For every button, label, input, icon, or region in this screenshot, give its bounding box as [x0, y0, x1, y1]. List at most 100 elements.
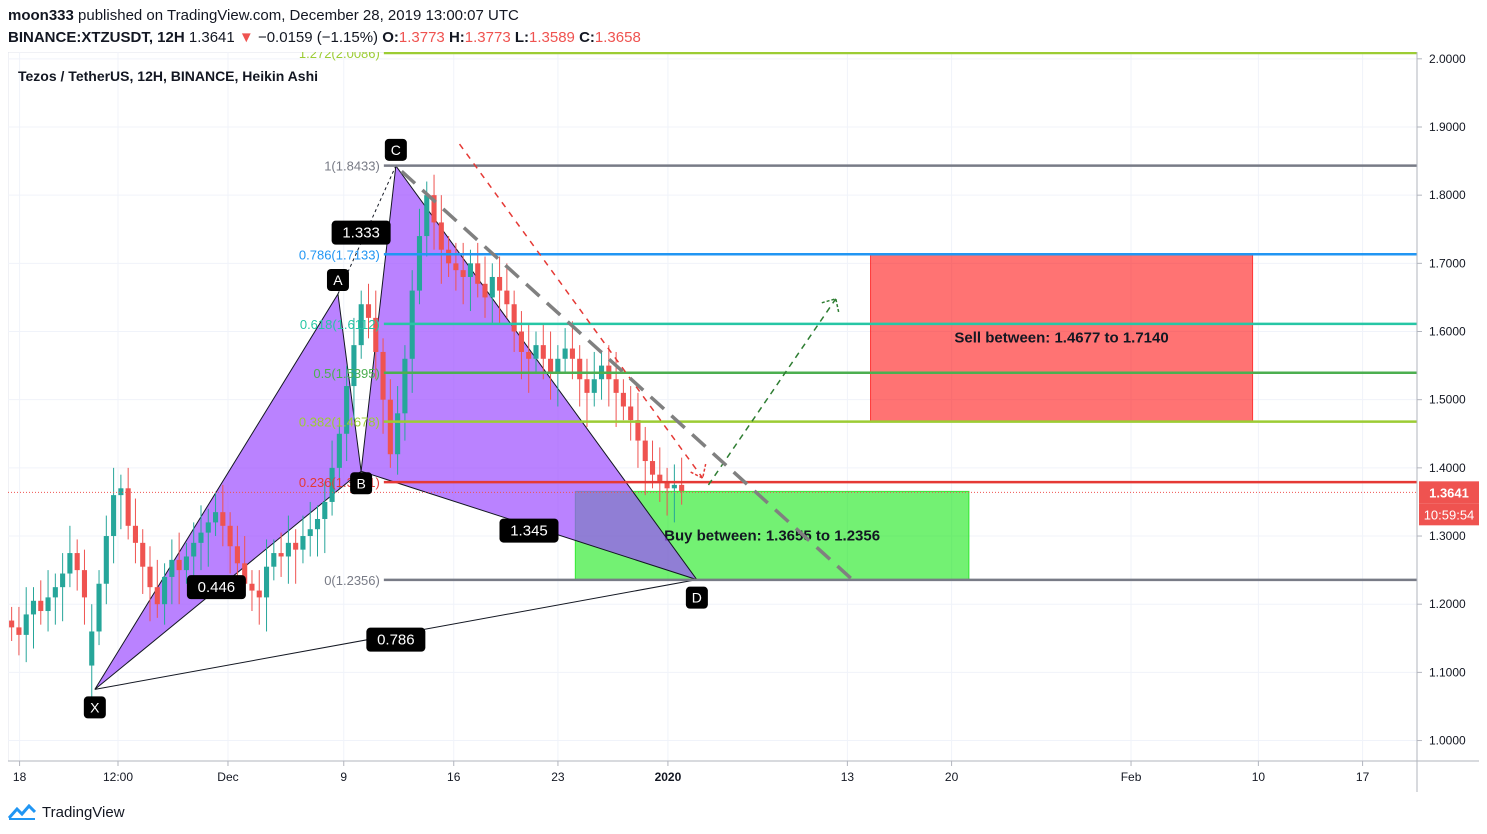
candle-body	[424, 195, 430, 237]
candle-body	[242, 563, 248, 584]
candle-body	[511, 304, 517, 332]
candle-body	[489, 276, 495, 298]
candle-body	[118, 488, 124, 496]
candle-body	[256, 590, 262, 598]
candle-body	[431, 195, 437, 223]
candle-body	[548, 358, 554, 373]
point-label-box	[350, 472, 373, 495]
candle-body	[664, 481, 670, 489]
point-label-a[interactable]: A	[326, 269, 349, 292]
low-label: L:	[514, 29, 530, 46]
point-label-text: A	[333, 272, 343, 288]
candle-body	[569, 348, 575, 359]
y-tick-label: 1.6000	[1429, 325, 1466, 339]
candle-body	[60, 573, 66, 588]
candle-body	[562, 348, 568, 359]
candle-body	[125, 488, 131, 526]
candle-body	[176, 559, 182, 571]
candle-body	[74, 553, 80, 571]
candle-body	[467, 263, 474, 277]
candle-body	[351, 345, 357, 387]
ratio-label-box	[331, 220, 391, 245]
point-label-c[interactable]: C	[384, 138, 407, 161]
candle-body	[322, 501, 328, 519]
y-tick-label: 1.9000	[1429, 120, 1466, 134]
candle-body	[504, 290, 510, 305]
candle-body	[183, 556, 189, 571]
candle-body	[460, 270, 466, 277]
x-tick-label: 9	[340, 770, 347, 784]
x-tick-label: Feb	[1121, 770, 1142, 784]
candle-body	[373, 317, 379, 352]
time-axis[interactable]: 18 12:00 Dec 9 16 23 2020 13 20 Feb 10 17	[13, 761, 1370, 784]
ratio-label-box	[186, 575, 246, 600]
countdown-badge-text: 10:59:54	[1424, 507, 1475, 522]
ratio-label[interactable]: 1.345	[499, 518, 559, 543]
candle-body	[111, 495, 117, 537]
candle-body	[23, 614, 29, 635]
ratio-label[interactable]: 0.446	[186, 575, 246, 600]
red-arrowhead-icon	[690, 463, 707, 480]
projection-lines	[400, 143, 855, 582]
candle-body	[169, 559, 175, 577]
projection-gray-dashed[interactable]	[400, 170, 855, 582]
symbol-label: BINANCE:XTZUSDT, 12H	[8, 29, 185, 46]
high-value: 1.3773	[464, 29, 511, 46]
candle-body	[358, 304, 364, 346]
price-change: −0.0159 (−1.15%)	[257, 29, 379, 46]
tradingview-logo-icon[interactable]	[8, 804, 36, 820]
x-tick-label: 12:00	[103, 770, 133, 784]
x-tick-label: 18	[13, 770, 27, 784]
point-label-box	[326, 269, 349, 292]
candle-body	[132, 525, 138, 543]
fib-levels: 0(1.2356)0.236(1.3791)0.382(1.4678)0.5(1…	[8, 46, 1417, 588]
candle-body	[518, 331, 524, 352]
candle-body	[591, 379, 597, 393]
price-axis[interactable]: 1.0000 1.1000 1.2000 1.3000 1.4000 1.5000 1.60…	[1417, 52, 1479, 748]
ratio-label-box	[499, 518, 559, 543]
candle-body	[293, 542, 299, 550]
ratio-label[interactable]: 1.333	[331, 220, 391, 245]
y-tick-label: 1.5000	[1429, 393, 1466, 407]
candle-body	[198, 532, 204, 543]
projection-red-dashed[interactable]	[458, 143, 704, 479]
fib-level-label: 0(1.2356)	[324, 573, 380, 588]
ratio-label-text: 0.446	[198, 579, 236, 596]
last-price: 1.3641	[188, 29, 235, 46]
projection-green-dashed[interactable]	[707, 298, 837, 486]
point-label-d[interactable]: D	[685, 586, 708, 609]
x-tick-label: 17	[1356, 770, 1370, 784]
candle-body	[336, 433, 342, 468]
chart-area[interactable]: Buy between: 1.3655 to 1.2356 Sell betwee…	[7, 46, 1479, 792]
price-chart[interactable]: Buy between: 1.3655 to 1.2356 Sell betwee…	[7, 46, 1479, 792]
candle-body	[649, 461, 656, 475]
sell-zone[interactable]	[870, 253, 1254, 423]
close-label: C:	[579, 29, 595, 46]
pattern-labels: X A B C D 0.446 1.333 1.345 0.786	[83, 138, 708, 719]
point-label-box	[685, 586, 708, 609]
candle-body	[227, 525, 233, 547]
candle-body	[365, 304, 372, 318]
candle-body	[540, 345, 546, 359]
y-tick-label: 1.1000	[1429, 665, 1466, 679]
point-label-text: X	[90, 699, 100, 715]
point-label-x[interactable]: X	[83, 696, 106, 719]
y-tick-label: 1.0000	[1429, 734, 1466, 748]
point-label-text: B	[356, 475, 365, 491]
high-label: H:	[448, 29, 465, 46]
candle-body	[628, 406, 634, 421]
ratio-label[interactable]: 0.786	[366, 627, 426, 652]
ratio-label-box	[366, 627, 426, 652]
point-label-b[interactable]: B	[350, 472, 373, 495]
published-text: published on TradingView.com, December 2…	[78, 7, 519, 24]
candle-body	[103, 536, 109, 584]
x-tick-label: 16	[447, 770, 461, 784]
brand-name[interactable]: TradingView	[42, 803, 125, 821]
sell-zone-label: Sell between: 1.4677 to 1.7140	[954, 330, 1168, 347]
y-tick-label: 1.3000	[1429, 529, 1466, 543]
candle-body	[613, 379, 619, 393]
candle-body	[526, 351, 532, 359]
candle-body	[314, 518, 321, 530]
author-name[interactable]: moon333	[8, 7, 74, 24]
low-value: 1.3589	[529, 29, 575, 46]
